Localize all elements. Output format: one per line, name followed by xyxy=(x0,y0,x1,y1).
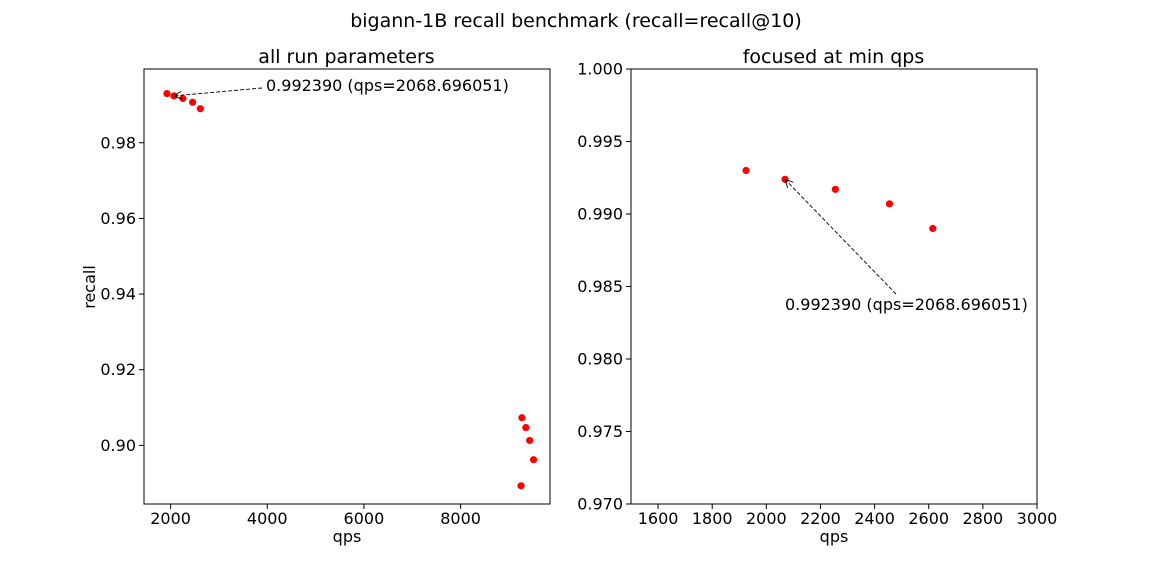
y-tick-label: 0.970 xyxy=(577,495,623,514)
x-tick-label: 1600 xyxy=(638,509,679,528)
y-tick-label: 0.92 xyxy=(100,360,136,379)
data-point xyxy=(163,89,171,98)
data-point xyxy=(518,414,526,422)
figure-suptitle: bigann-1B recall benchmark (recall=recal… xyxy=(350,10,802,32)
x-tick-label: 8000 xyxy=(440,509,481,528)
y-tick-label: 0.975 xyxy=(577,422,623,441)
data-point xyxy=(526,436,534,445)
y-tick-label: 0.990 xyxy=(577,205,623,224)
data-point xyxy=(529,456,538,464)
annotation-text-right: 0.992390 (qps=2068.696051) xyxy=(785,295,1028,314)
x-tick-label: 6000 xyxy=(344,509,385,528)
axes-frame-right xyxy=(630,68,1038,505)
y-ticks-right: 0.970 0.975 0.980 0.985 0.990 0.995 1.000 xyxy=(577,60,631,514)
data-point xyxy=(196,105,204,113)
y-tick-label: 0.90 xyxy=(100,436,136,455)
x-tick-label: 2800 xyxy=(963,509,1004,528)
x-axis-label-left: qps xyxy=(333,527,362,546)
plot-title-focused-at-min-qps: focused at min qps xyxy=(743,46,925,68)
data-point xyxy=(188,98,197,106)
x-tick-label: 2000 xyxy=(746,509,787,528)
y-tick-label: 1.000 xyxy=(577,60,623,79)
annotation-arrow-right xyxy=(785,179,897,295)
data-point xyxy=(742,166,750,175)
annotation-arrow-left xyxy=(174,87,263,96)
plot-all-run-parameters: all run parameters 2000 4000 6000 8000 0.90… xyxy=(80,46,551,546)
x-ticks-left: 2000 4000 6000 8000 xyxy=(150,504,481,528)
plot-title-all-run-parameters: all run parameters xyxy=(258,46,434,68)
x-tick-label: 1800 xyxy=(692,509,733,528)
data-point xyxy=(522,423,530,432)
annotation-text-left: 0.992390 (qps=2068.696051) xyxy=(266,76,509,95)
y-tick-label: 0.980 xyxy=(577,350,623,369)
data-point xyxy=(517,482,525,490)
data-point xyxy=(179,94,187,103)
data-point xyxy=(929,224,937,233)
axes-frame-left xyxy=(143,68,551,505)
y-tick-label: 0.98 xyxy=(100,133,136,152)
plot-focused-at-min-qps: focused at min qps 1600 1800 2000 2200 2400 2… xyxy=(577,46,1057,546)
y-tick-label: 0.995 xyxy=(577,132,623,151)
data-point xyxy=(885,200,894,208)
points-left xyxy=(163,89,538,490)
x-axis-label-right: qps xyxy=(820,527,849,546)
y-tick-label: 0.985 xyxy=(577,277,623,296)
data-point xyxy=(831,185,839,193)
x-tick-label: 2200 xyxy=(800,509,841,528)
y-tick-label: 0.94 xyxy=(100,285,136,304)
y-tick-label: 0.96 xyxy=(100,209,136,228)
points-right xyxy=(742,166,937,233)
y-ticks-left: 0.90 0.92 0.94 0.96 0.98 xyxy=(100,133,144,455)
x-tick-label: 2000 xyxy=(150,509,191,528)
x-tick-label: 2600 xyxy=(908,509,949,528)
x-tick-label: 2400 xyxy=(854,509,895,528)
x-tick-label: 4000 xyxy=(247,509,288,528)
y-axis-label-left: recall xyxy=(80,265,99,309)
x-ticks-right: 1600 1800 2000 2200 2400 2600 2800 3000 xyxy=(638,504,1058,528)
x-tick-label: 3000 xyxy=(1017,509,1058,528)
